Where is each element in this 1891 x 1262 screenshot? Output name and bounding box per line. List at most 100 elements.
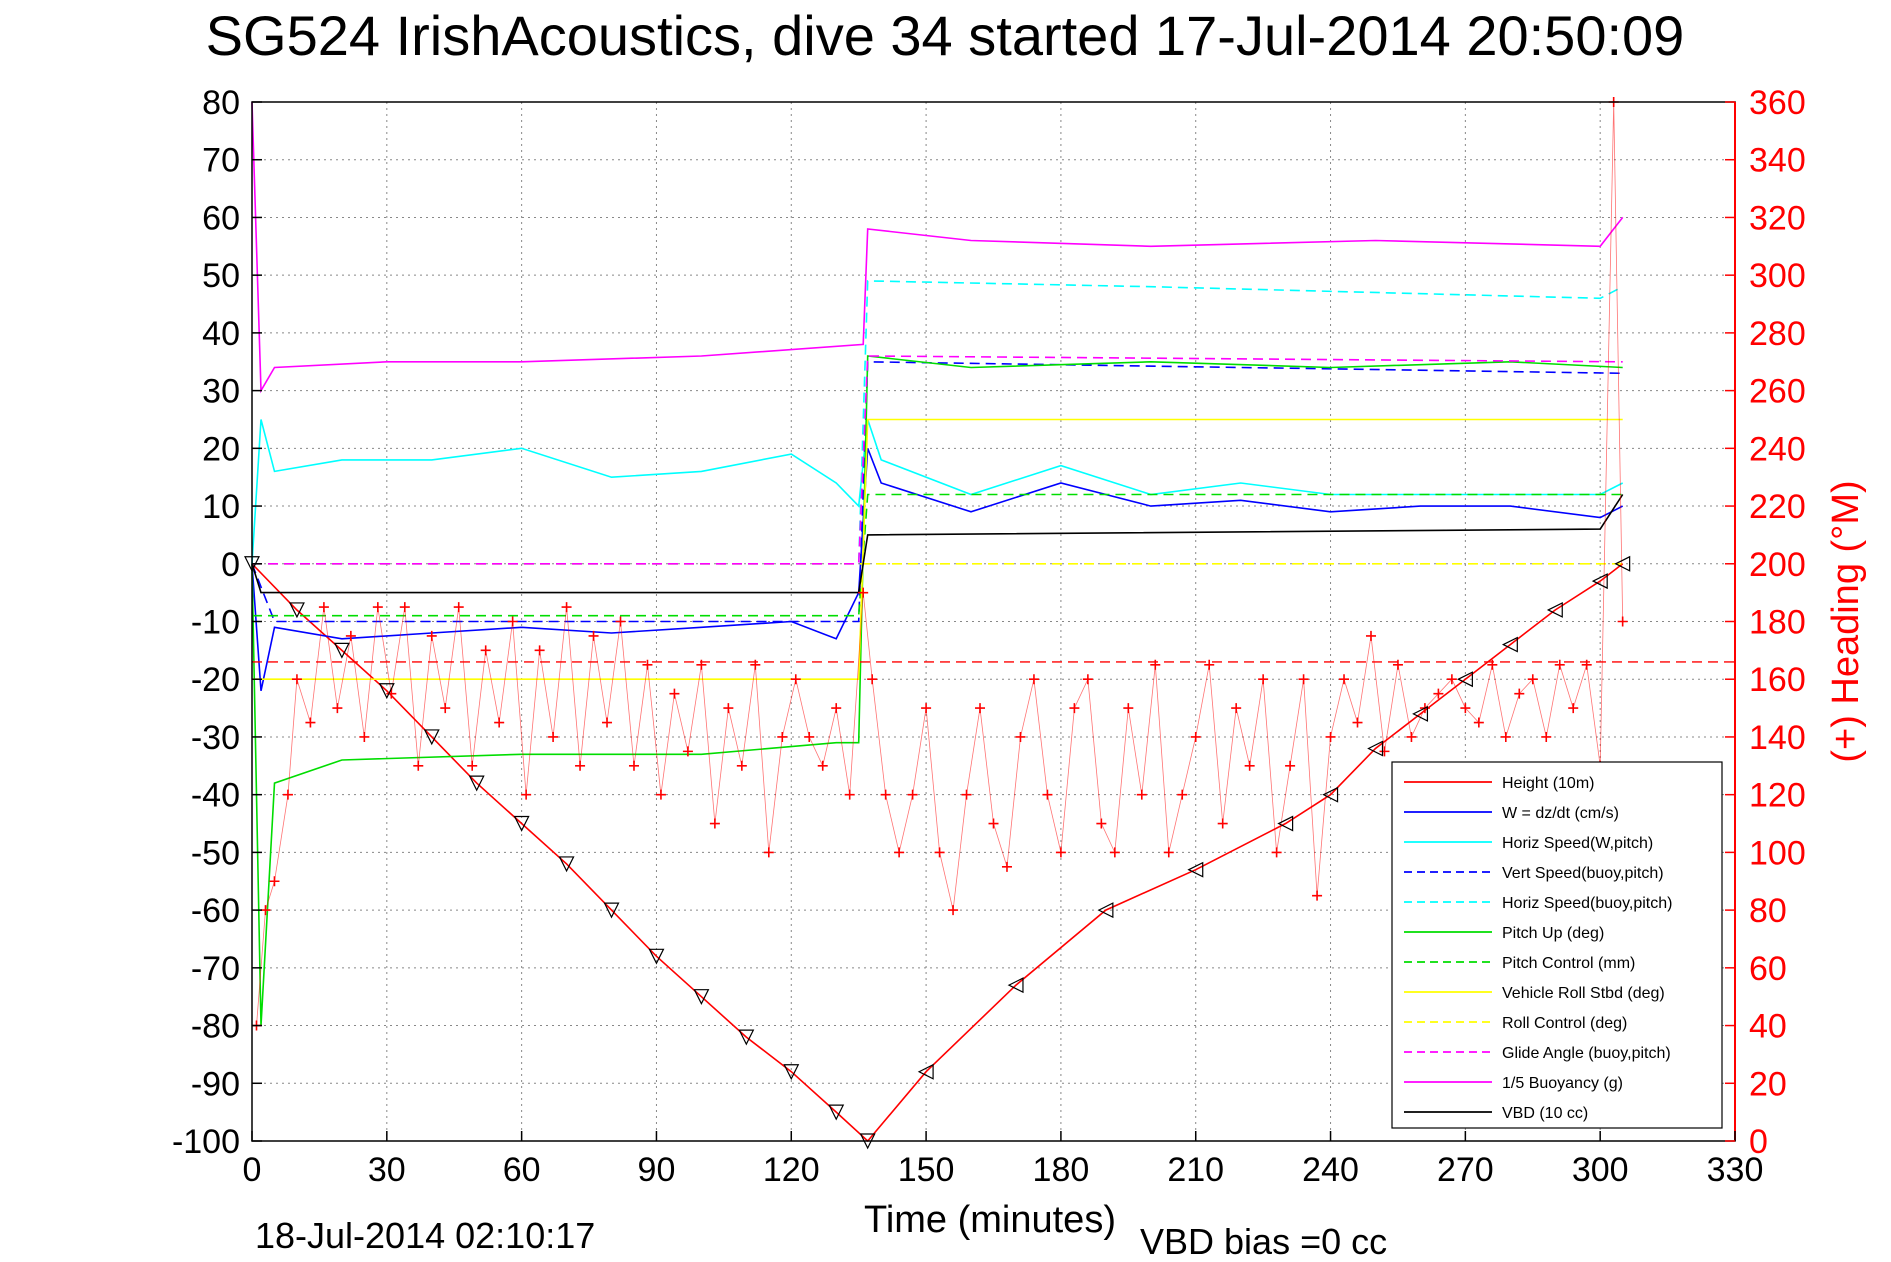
y2-tick-label: 100 [1749, 834, 1806, 872]
height-marker [693, 989, 710, 1006]
height-marker [468, 775, 485, 792]
height-marker [828, 1104, 845, 1121]
y-tick-label: -100 [172, 1123, 240, 1161]
height-markers [244, 555, 1631, 1150]
height-marker [1614, 555, 1631, 572]
height-marker [603, 902, 620, 919]
legend-label-5: Pitch Up (deg) [1502, 925, 1604, 942]
legend-label-3: Vert Speed(buoy,pitch) [1502, 865, 1664, 882]
y2-tick-label: 40 [1749, 1008, 1787, 1046]
height-marker [783, 1064, 800, 1081]
x-tick-label: 0 [243, 1151, 262, 1189]
y-tick-label: 40 [202, 315, 240, 353]
y-tick-label: -80 [191, 1008, 240, 1046]
y2-tick-label: 340 [1749, 142, 1806, 180]
legend-label-7: Vehicle Roll Stbd (deg) [1502, 985, 1665, 1002]
y-tick-label: 50 [202, 257, 240, 295]
y-tick-label: -10 [191, 604, 240, 642]
height-marker [333, 642, 350, 659]
heading-markers [251, 97, 1735, 1031]
series-line-0 [251, 563, 1624, 1143]
x-tick-label: 240 [1302, 1151, 1359, 1189]
series-line-9 [252, 355, 1623, 565]
x-tick-label: 120 [763, 1151, 820, 1189]
series-line-3 [251, 360, 1623, 623]
height-marker [1187, 861, 1204, 878]
axis-ticks: 0 30 60 90 120 150 180 210 240 270 300 330807060504… [172, 84, 1806, 1189]
height-marker [648, 948, 665, 965]
series-line-5 [251, 355, 1623, 1026]
series-line-6 [252, 493, 1623, 617]
y2-tick-label: 220 [1749, 488, 1806, 526]
y2-tick-label: 360 [1749, 84, 1806, 122]
chart-title: SG524 IrishAcoustics, dive 34 started 17… [206, 4, 1685, 67]
y-tick-label: 20 [202, 430, 240, 468]
vbd-bias-label: VBD bias =0 cc [1140, 1221, 1387, 1262]
y-tick-label: -60 [191, 892, 240, 930]
y-tick-label: -30 [191, 719, 240, 757]
y2-tick-label: 320 [1749, 199, 1806, 237]
x-tick-label: 180 [1033, 1151, 1090, 1189]
legend-label-1: W = dz/dt (cm/s) [1502, 805, 1619, 822]
series-line-7 [252, 418, 1623, 681]
height-marker [288, 602, 305, 619]
x-tick-label: 150 [898, 1151, 955, 1189]
y2-tick-label: 300 [1749, 257, 1806, 295]
right-axis-label: (+) Heading (°M) [1825, 480, 1867, 762]
x-tick-label: 30 [368, 1151, 406, 1189]
series-line-10 [251, 101, 1624, 394]
height-marker [513, 815, 530, 832]
y-tick-label: 30 [202, 373, 240, 411]
y2-tick-label: 80 [1749, 892, 1787, 930]
height-marker [1277, 815, 1294, 832]
x-tick-label: 90 [638, 1151, 676, 1189]
height-marker [1367, 740, 1384, 757]
legend-label-11: VBD (10 cc) [1502, 1105, 1588, 1122]
height-marker [378, 683, 395, 700]
height-marker [1457, 671, 1473, 688]
legend-items: Height (10m) W = dz/dt (cm/s) Horiz Speed(… [1404, 775, 1672, 1122]
legend-label-6: Pitch Control (mm) [1502, 955, 1635, 972]
height-marker [738, 1029, 755, 1046]
y-tick-label: 60 [202, 199, 240, 237]
legend-label-2: Horiz Speed(W,pitch) [1502, 835, 1653, 852]
height-marker [917, 1063, 934, 1080]
y-tick-label: -20 [191, 661, 240, 699]
y-tick-label: 80 [202, 84, 240, 122]
y-tick-label: -50 [191, 834, 240, 872]
footer-timestamp: 18-Jul-2014 02:10:17 [255, 1215, 595, 1256]
y2-tick-label: 140 [1749, 719, 1806, 757]
y2-tick-label: 180 [1749, 604, 1806, 642]
series-line-11 [251, 494, 1624, 594]
legend-label-4: Horiz Speed(buoy,pitch) [1502, 895, 1672, 912]
height-marker [1007, 977, 1024, 994]
y-tick-label: 70 [202, 142, 240, 180]
height-marker [1591, 573, 1608, 590]
y2-tick-label: 280 [1749, 315, 1806, 353]
x-tick-label: 300 [1572, 1151, 1629, 1189]
legend-label-9: Glide Angle (buoy,pitch) [1502, 1045, 1671, 1062]
height-marker [1412, 705, 1429, 722]
x-tick-label: 270 [1437, 1151, 1494, 1189]
height-marker [558, 856, 575, 873]
height-marker [1097, 902, 1114, 919]
y2-tick-label: 0 [1749, 1123, 1768, 1161]
legend-label-10: 1/5 Buoyancy (g) [1502, 1075, 1623, 1092]
y-tick-label: -90 [191, 1065, 240, 1103]
height-marker [1501, 636, 1518, 653]
x-axis-label: Time (minutes) [864, 1199, 1116, 1241]
y2-tick-label: 200 [1749, 546, 1806, 584]
data-series [251, 101, 1624, 1143]
y2-tick-label: 60 [1749, 950, 1787, 988]
y2-tick-label: 260 [1749, 373, 1806, 411]
legend-label-0: Height (10m) [1502, 775, 1594, 792]
x-tick-label: 60 [503, 1151, 541, 1189]
x-tick-label: 210 [1167, 1151, 1224, 1189]
legend-box [1391, 761, 1723, 1129]
x-tick-label: 330 [1707, 1151, 1764, 1189]
y-tick-label: -70 [191, 950, 240, 988]
y-tick-label: 0 [221, 546, 240, 584]
y2-tick-label: 160 [1749, 661, 1806, 699]
y2-tick-label: 20 [1749, 1065, 1787, 1103]
y-tick-label: 10 [202, 488, 240, 526]
